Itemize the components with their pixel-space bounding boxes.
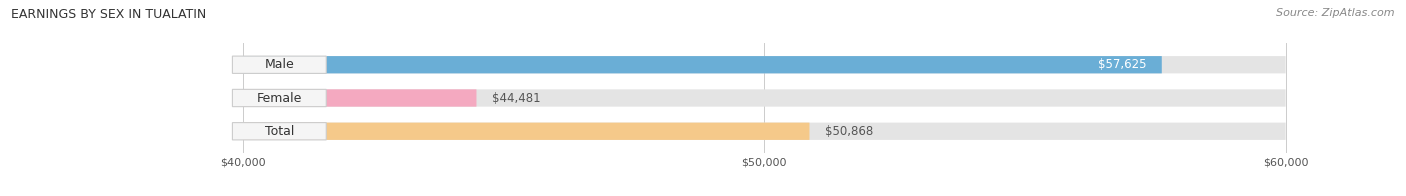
Text: $57,625: $57,625 — [1098, 58, 1146, 71]
Text: EARNINGS BY SEX IN TUALATIN: EARNINGS BY SEX IN TUALATIN — [11, 8, 207, 21]
FancyBboxPatch shape — [232, 89, 326, 107]
Text: Total: Total — [264, 125, 294, 138]
Text: Female: Female — [257, 92, 302, 104]
FancyBboxPatch shape — [243, 123, 810, 140]
FancyBboxPatch shape — [243, 123, 1285, 140]
FancyBboxPatch shape — [243, 56, 1161, 73]
FancyBboxPatch shape — [243, 89, 477, 107]
FancyBboxPatch shape — [243, 89, 1285, 107]
Text: $50,868: $50,868 — [825, 125, 873, 138]
FancyBboxPatch shape — [232, 56, 326, 73]
FancyBboxPatch shape — [232, 123, 326, 140]
Text: $44,481: $44,481 — [492, 92, 541, 104]
Text: Male: Male — [264, 58, 294, 71]
FancyBboxPatch shape — [243, 56, 1285, 73]
Text: Source: ZipAtlas.com: Source: ZipAtlas.com — [1277, 8, 1395, 18]
